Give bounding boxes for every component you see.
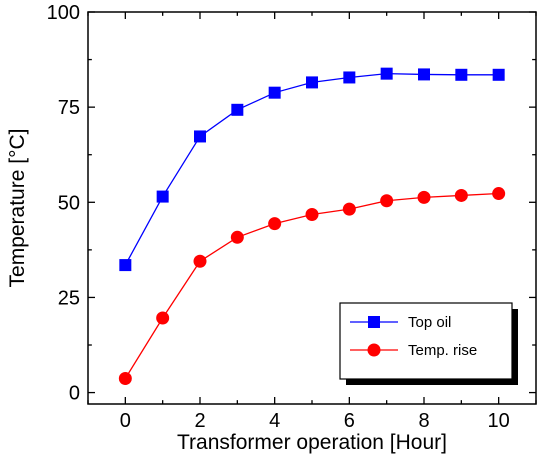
data-point [492,187,506,201]
data-point [342,202,356,216]
legend: Top oil Temp. rise [339,302,518,385]
legend-box [339,302,513,380]
data-point [193,254,207,268]
legend-marker [368,316,380,328]
data-point [380,67,393,80]
data-point [455,68,468,81]
y-tick-label: 100 [47,2,80,24]
data-point [119,259,132,272]
y-axis-title: Temperature [°C] [6,129,29,288]
x-tick-label: 0 [120,410,131,432]
data-point [156,190,169,203]
data-point [306,76,318,89]
data-point [194,130,206,143]
data-point [118,372,132,386]
data-point [268,217,282,231]
legend-label: Top oil [408,314,451,331]
y-tick-label: 25 [58,287,80,309]
series-layer [118,67,506,386]
x-tick-label: 4 [269,410,280,432]
data-point [156,311,170,325]
y-tick-label: 0 [69,383,80,405]
y-tick-label: 50 [58,192,80,214]
x-tick-label: 8 [418,410,429,432]
data-point [454,188,468,202]
series-line-0 [124,73,499,266]
data-point [268,86,281,99]
x-tick-label: 10 [488,410,510,432]
data-point [417,190,431,204]
data-point [380,194,394,208]
x-tick-label: 6 [344,410,355,432]
data-point [343,71,356,84]
legend-label: Temp. rise [408,342,477,359]
data-point [230,230,244,244]
data-point [418,68,430,81]
x-axis-title: Transformer operation [Hour] [177,431,447,454]
legend-marker [367,343,381,357]
y-tick-label: 75 [58,97,80,119]
data-point [305,207,319,221]
data-point [231,103,244,116]
x-tick-label: 2 [194,410,205,432]
data-point [492,68,505,81]
